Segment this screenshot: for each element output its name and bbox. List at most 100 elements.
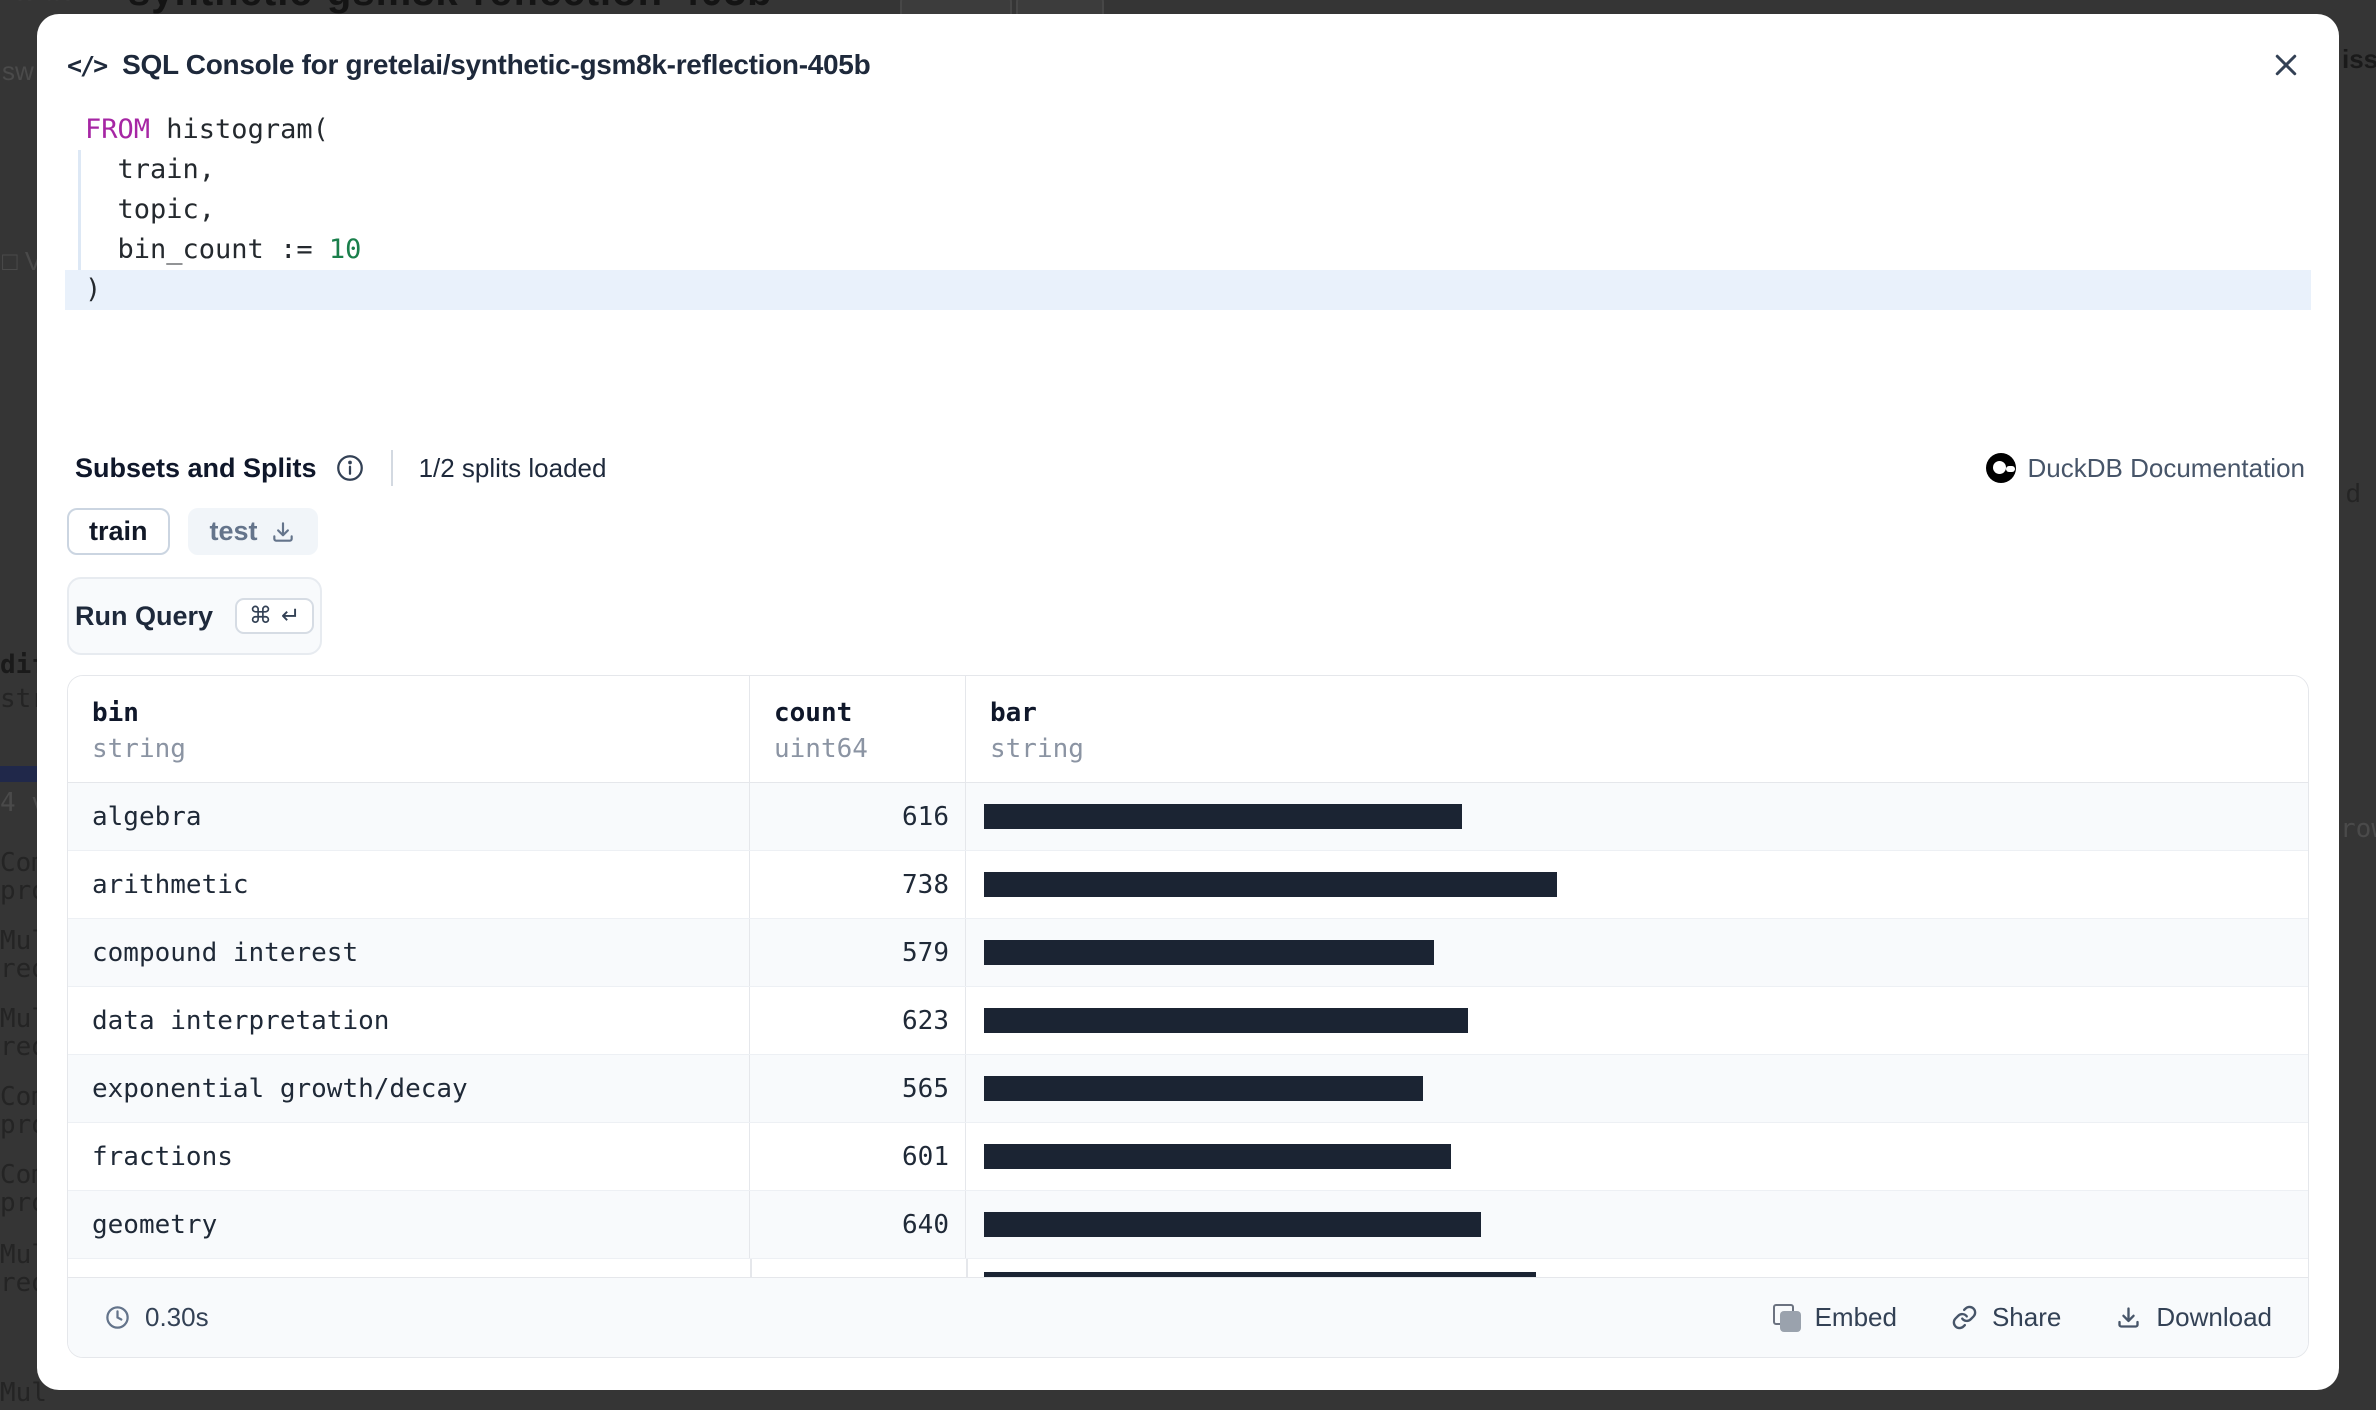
count-cell: 565 <box>750 1055 966 1122</box>
bar-cell <box>966 1055 2308 1122</box>
sql-console-modal: </> SQL Console for gretelai/synthetic-g… <box>37 14 2339 1390</box>
download-label: Download <box>2156 1302 2272 1332</box>
count-cell: 623 <box>750 987 966 1054</box>
share-label: Share <box>1991 1302 2062 1332</box>
bar-cell <box>966 1191 2308 1258</box>
query-duration: 0.30s <box>104 1302 209 1333</box>
background-text-fragment: telai/ <box>14 0 73 7</box>
histogram-bar <box>984 1212 1481 1237</box>
query-duration-value: 0.30s <box>145 1302 209 1332</box>
keyboard-shortcut-badge: ⌘ ↵ <box>235 598 315 634</box>
vertical-separator <box>390 450 393 486</box>
bar-cell <box>966 851 2308 918</box>
column-header-bin: bin string <box>68 676 750 782</box>
duckdb-documentation-label: DuckDB Documentation <box>2027 452 2305 483</box>
duckdb-documentation-link[interactable]: DuckDB Documentation <box>1985 452 2305 484</box>
download-button[interactable]: Download <box>2115 1302 2272 1333</box>
info-icon[interactable] <box>335 453 365 483</box>
background-text-fragment: row <box>2340 814 2376 844</box>
background-text-fragment: □ V <box>2 246 43 276</box>
share-button[interactable]: Share <box>1951 1302 2061 1333</box>
split-button-test[interactable]: test <box>187 508 318 555</box>
bar-cell <box>966 919 2308 986</box>
column-header-count: count uint64 <box>750 676 966 782</box>
histogram-bar <box>984 872 1557 897</box>
split-button-test-label: test <box>209 516 258 546</box>
table-row: algebra 616 <box>68 783 2308 850</box>
cmd-key-icon: ⌘ <box>249 603 273 629</box>
run-query-button[interactable]: Run Query ⌘ ↵ <box>67 577 323 655</box>
code-line: FROM histogram( <box>85 114 329 145</box>
table-header: bin string count uint64 bar string <box>68 676 2308 783</box>
table-row: compound interest 579 <box>68 918 2308 986</box>
background-text-fragment: Mul <box>0 1378 47 1408</box>
subsets-splits-heading: Subsets and Splits <box>75 452 317 483</box>
bin-cell: algebra <box>68 783 750 850</box>
histogram-bar <box>984 1144 1451 1169</box>
download-icon <box>2118 1307 2140 1328</box>
code-line: train, <box>65 150 2311 190</box>
share-link-icon <box>1952 1305 1977 1330</box>
column-type: string <box>92 734 186 764</box>
footer-actions: Embed Share Download <box>1772 1302 2272 1333</box>
modal-title: SQL Console for gretelai/synthetic-gsm8k… <box>122 49 871 80</box>
column-name: bin <box>92 698 139 728</box>
splits-loaded-status: 1/2 splits loaded <box>418 452 607 483</box>
enter-key-icon: ↵ <box>281 603 301 629</box>
background-text-fragment: synthetic-gsm8k-reflection-405b <box>128 0 773 15</box>
code-line: topic, <box>65 190 2311 230</box>
column-type: uint64 <box>774 734 868 764</box>
histogram-bar <box>984 940 1434 965</box>
bar-cell <box>966 1123 2308 1190</box>
histogram-bar <box>984 1272 1536 1277</box>
download-icon <box>272 521 293 542</box>
column-header-bar: bar string <box>966 676 2308 782</box>
histogram-bar <box>984 1008 1468 1033</box>
count-cell: 640 <box>750 1191 966 1258</box>
sql-editor[interactable]: FROM histogram( train, topic, bin_count … <box>65 110 2311 310</box>
code-icon: </> <box>67 50 108 80</box>
results-footer: 0.30s Embed Share <box>68 1277 2308 1357</box>
table-row: geometry 640 <box>68 1190 2308 1258</box>
column-type: string <box>990 734 1084 764</box>
bin-cell: exponential growth/decay <box>68 1055 750 1122</box>
close-icon[interactable] <box>2267 46 2305 84</box>
bin-cell: arithmetic <box>68 851 750 918</box>
code-line: ) <box>65 270 2311 310</box>
count-cell: 738 <box>750 851 966 918</box>
table-row-partial <box>68 1258 2308 1277</box>
bin-cell: compound interest <box>68 919 750 986</box>
table-row: fractions 601 <box>68 1122 2308 1190</box>
duckdb-logo-icon <box>1985 453 2016 483</box>
embed-label: Embed <box>1814 1302 1897 1332</box>
table-row: exponential growth/decay 565 <box>68 1054 2308 1122</box>
bar-cell <box>966 783 2308 850</box>
background-text-fragment: sw <box>2 56 34 86</box>
count-cell: 601 <box>750 1123 966 1190</box>
column-name: count <box>774 698 853 728</box>
bar-cell <box>966 987 2308 1054</box>
embed-icon <box>1772 1303 1801 1332</box>
count-cell: 579 <box>750 919 966 986</box>
split-button-train[interactable]: train <box>67 508 170 555</box>
subsets-splits-row: Subsets and Splits 1/2 splits loaded Duc… <box>75 450 2305 486</box>
bin-cell: data interpretation <box>68 987 750 1054</box>
split-button-train-label: train <box>89 516 148 546</box>
bin-cell: geometry <box>68 1191 750 1258</box>
background-text-fragment: ⧉ <box>846 0 865 8</box>
histogram-bar <box>984 1076 1423 1101</box>
table-row: data interpretation 623 <box>68 986 2308 1054</box>
bin-cell: fractions <box>68 1123 750 1190</box>
split-buttons: train test <box>67 508 2305 555</box>
background-text-fragment: req <box>0 1404 47 1410</box>
table-body[interactable]: algebra 616 arithmetic 738 compound inte… <box>68 783 2308 1258</box>
table-row: arithmetic 738 <box>68 850 2308 918</box>
background-text-fragment: d <box>2346 478 2361 508</box>
background-text-fragment: issa <box>2342 44 2376 74</box>
count-cell: 616 <box>750 783 966 850</box>
embed-button[interactable]: Embed <box>1772 1302 1897 1333</box>
results-table: bin string count uint64 bar string algeb… <box>67 675 2309 1358</box>
code-line: bin_count := 10 <box>65 230 2311 270</box>
modal-header: </> SQL Console for gretelai/synthetic-g… <box>37 14 2339 104</box>
